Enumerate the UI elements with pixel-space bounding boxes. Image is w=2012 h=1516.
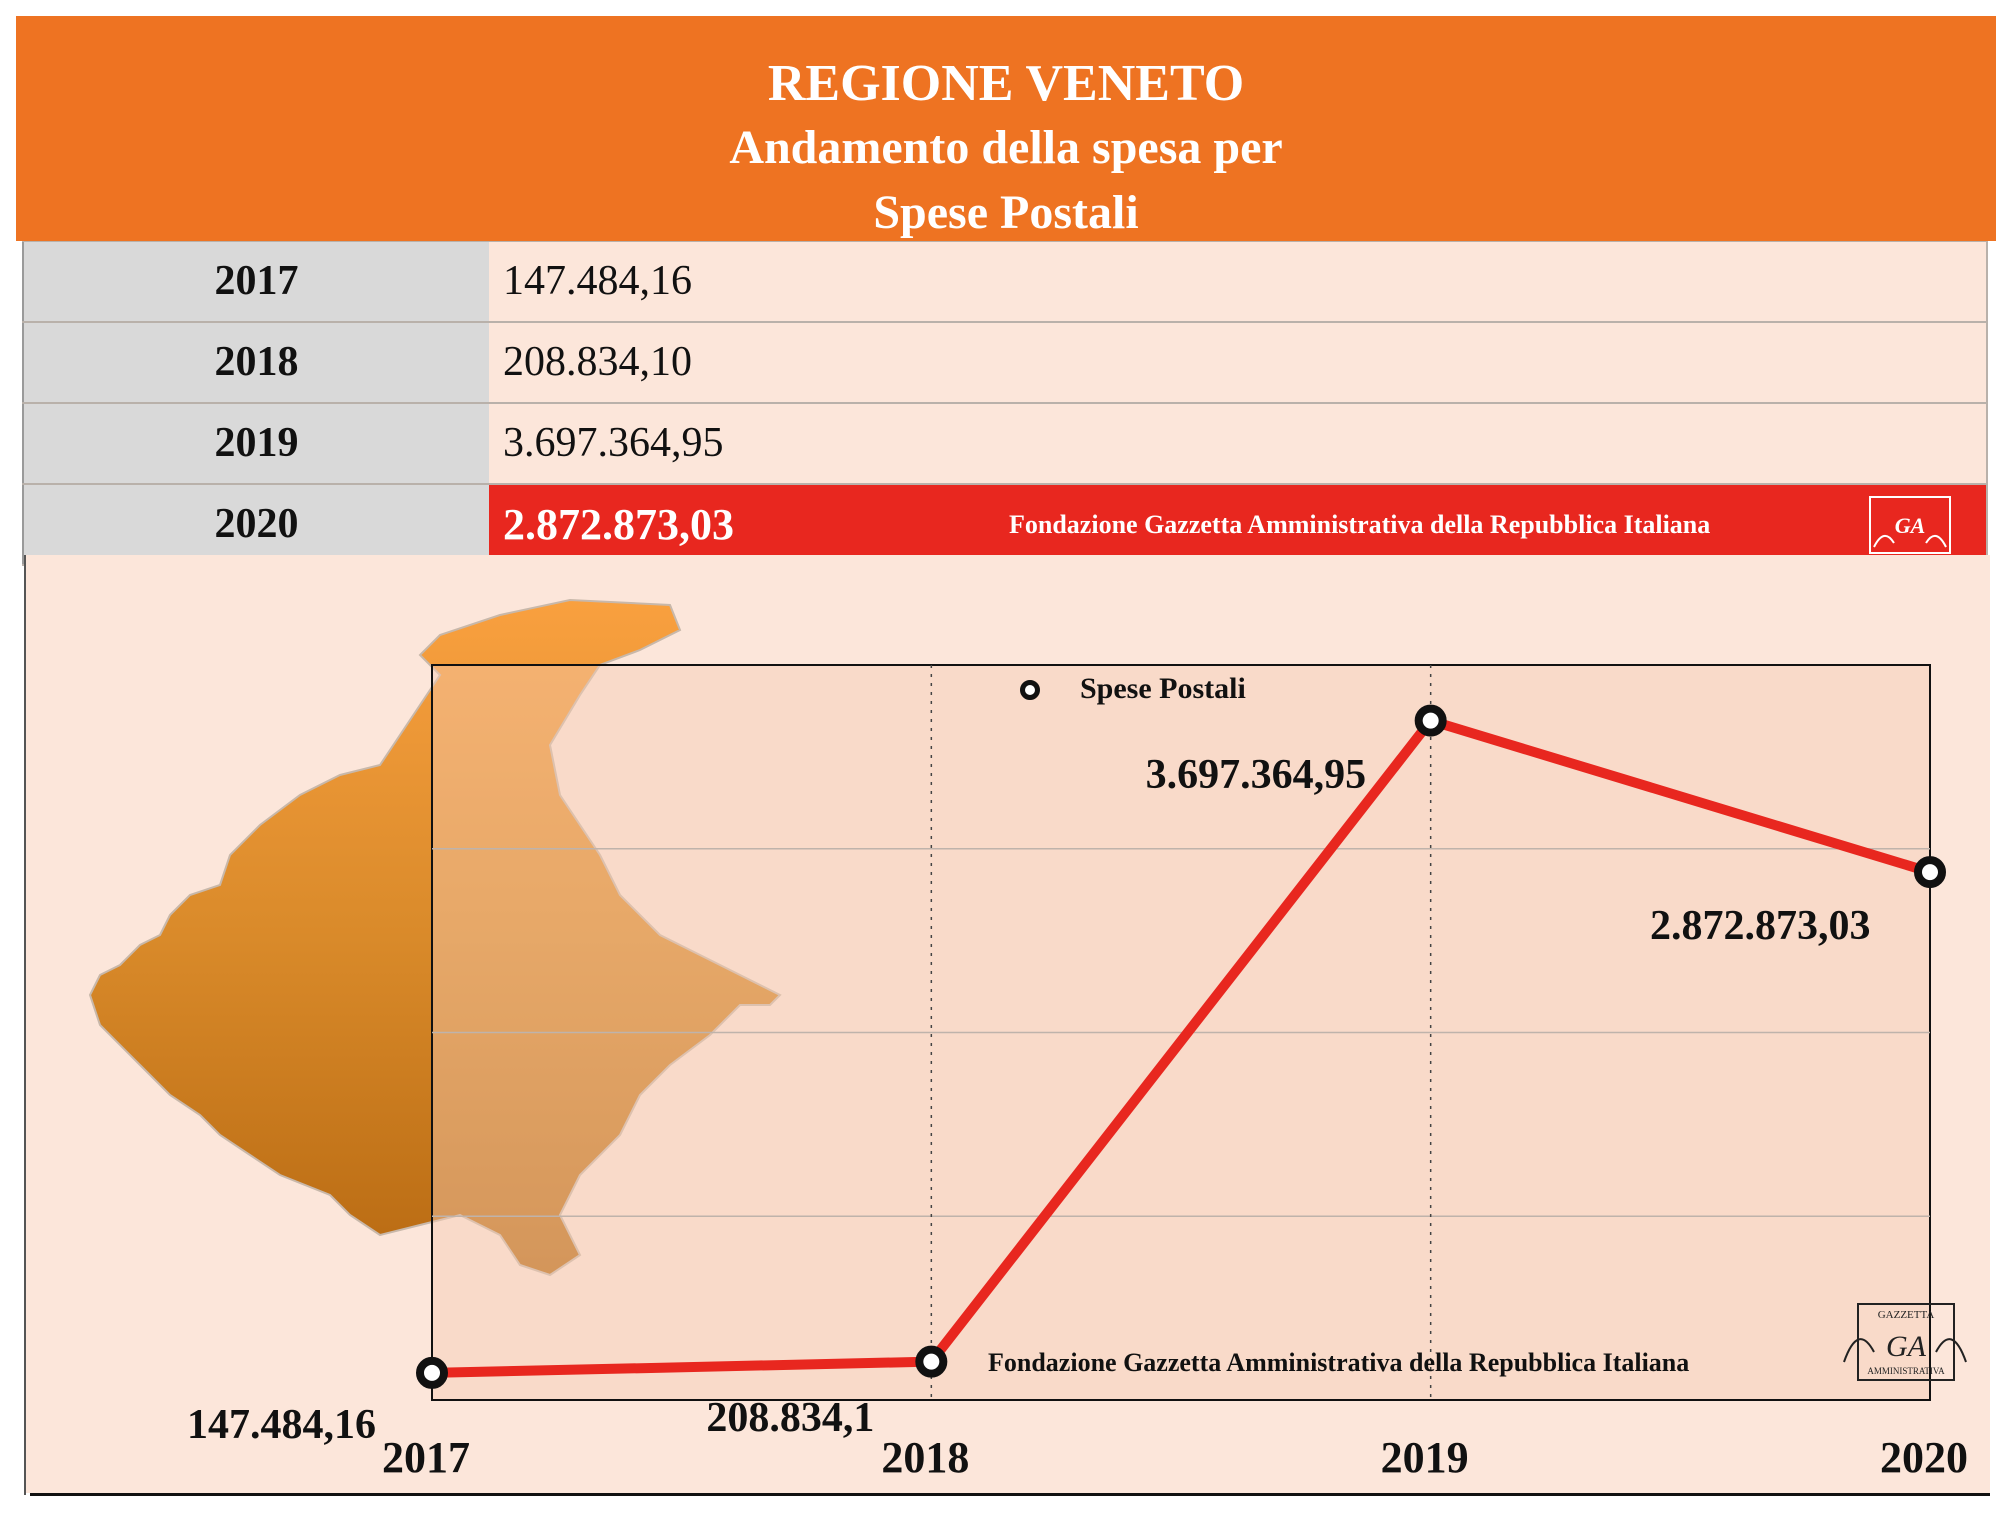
header-region-title: REGIONE VENETO: [767, 55, 1245, 112]
spending-table: 2017 147.484,16 2018 208.834,10 2019 3.6…: [22, 241, 1988, 566]
svg-text:AMMINISTRATIVA: AMMINISTRATIVA: [1867, 1366, 1945, 1376]
gazzetta-logo-icon: GAZZETTA GA AMMINISTRATIVA: [1843, 1303, 1967, 1381]
value-cell: 208.834,10: [489, 323, 1988, 402]
table-row-highlight: 2020 2.872.873,03 Fondazione Gazzetta Am…: [22, 485, 1988, 566]
x-tick-2017: 2017: [382, 1433, 470, 1482]
veneto-map-icon: [88, 598, 782, 1277]
gazzetta-logo-icon: GA: [1869, 496, 1951, 554]
data-label-2017: 147.484,16: [187, 1401, 376, 1448]
legend-marker-icon: [1020, 680, 1040, 700]
data-point-2018: [915, 1345, 948, 1378]
header-banner: REGIONE VENETO Andamento della spesa per…: [16, 16, 1996, 241]
svg-text:GA: GA: [1895, 513, 1926, 538]
year-cell: 2018: [22, 323, 491, 402]
table-row: 2019 3.697.364,95: [22, 404, 1988, 485]
svg-text:GAZZETTA: GAZZETTA: [1878, 1309, 1935, 1321]
svg-text:GA: GA: [1886, 1330, 1927, 1363]
x-tick-2018: 2018: [881, 1433, 970, 1482]
series-line-spese-postali: [431, 715, 1932, 1378]
value-cell: 3.697.364,95: [489, 404, 1988, 483]
foundation-credit: Fondazione Gazzetta Amministrativa della…: [1009, 510, 1711, 539]
data-point-2020: [1914, 856, 1946, 889]
data-label-2018: 208.834,1: [706, 1394, 875, 1441]
value-cell-highlight: 2.872.873,03 Fondazione Gazzetta Amminis…: [489, 485, 1988, 564]
data-label-2020: 2.872.873,03: [1650, 903, 1871, 950]
highlight-value: 2.872.873,03: [503, 500, 734, 549]
header-subtitle: Andamento della spesa per: [729, 121, 1283, 174]
year-cell: 2017: [22, 242, 491, 321]
header-category: Spese Postali: [873, 186, 1139, 239]
table-row: 2018 208.834,10: [22, 323, 1988, 404]
panel-border: [24, 555, 26, 1495]
year-cell: 2019: [22, 404, 491, 483]
legend-label: Spese Postali: [1080, 672, 1246, 705]
value-cell: 147.484,16: [489, 242, 1988, 321]
x-tick-2020: 2020: [1880, 1433, 1968, 1482]
data-point-2017: [416, 1356, 448, 1389]
data-point-2019: [1414, 704, 1447, 737]
data-label-2019: 3.697.364,95: [1145, 751, 1367, 798]
year-cell: 2020: [22, 485, 491, 564]
chart-foundation-credit: Fondazione Gazzetta Amministrativa della…: [988, 1348, 1690, 1377]
bottom-rule: [30, 1493, 1990, 1496]
x-tick-2019: 2019: [1380, 1433, 1469, 1482]
table-row: 2017 147.484,16: [22, 241, 1988, 323]
